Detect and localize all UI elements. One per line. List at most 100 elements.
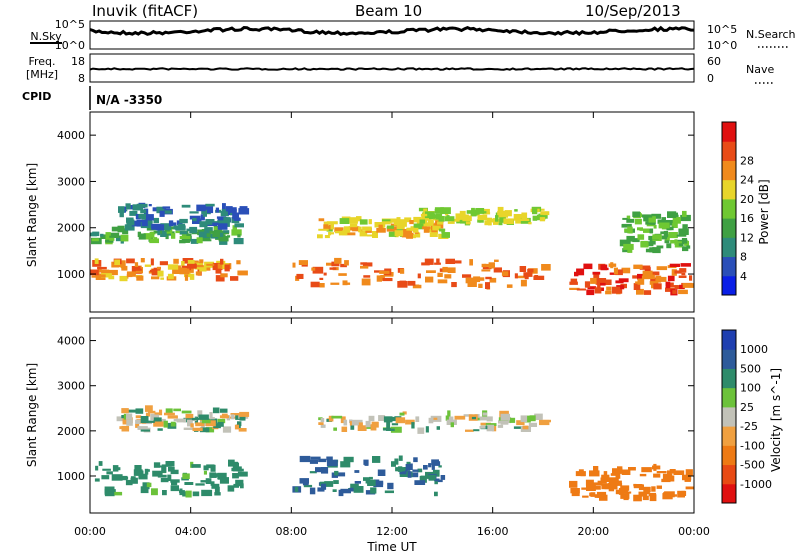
range-time-cell [175,230,180,234]
range-time-cell [303,484,313,488]
range-time-cell [107,269,118,276]
noise-panel-frame [89,20,695,50]
range-time-cell [137,426,148,430]
range-time-cell [626,215,631,222]
range-time-cell [170,485,179,492]
range-time-cell [122,228,129,235]
colorbar-tick-label: 20 [740,193,754,206]
range-time-cell [119,426,129,430]
range-time-cell [684,478,691,482]
power-colorbar-label: Power [dB] [757,179,771,244]
range-time-cell [534,413,543,420]
range-time-cell [162,490,167,496]
range-time-cell [644,290,652,295]
range-time-cell [420,213,428,217]
range-time-cell [318,228,329,231]
colorbar-frame [721,121,737,296]
range-time-cell [339,218,350,224]
range-time-cell [431,461,441,466]
range-time-cell [424,211,435,219]
power-ylabel: Slant Range [km] [25,163,39,267]
range-time-cell [426,270,436,273]
range-time-cell [595,485,601,490]
range-time-cell [176,418,187,423]
range-time-cell [648,216,656,223]
range-time-cell [222,203,226,210]
range-time-cell [98,267,102,273]
range-time-cell [119,476,129,480]
range-time-cell [152,207,159,212]
velocity-colorbar-label: Velocity [m s^-1] [769,368,783,472]
range-time-cell [369,476,373,480]
range-time-cell [671,223,678,228]
freq-label: Freq. [28,55,55,68]
range-time-cell [420,475,431,479]
range-time-cell [423,229,430,233]
range-time-cell [643,486,651,493]
range-time-cell [569,480,578,488]
range-time-cell [592,271,601,275]
colorbar-tick-label: 100 [740,382,761,395]
range-time-cell [196,237,203,244]
range-time-cell [217,418,226,424]
range-time-cell [650,277,659,284]
range-time-cell [605,279,612,285]
range-time-cell [571,492,580,497]
range-time-cell [134,465,142,471]
range-time-cell [108,489,116,494]
range-time-cell [170,469,179,475]
range-time-cell [388,231,397,237]
range-time-cell [493,267,502,273]
range-time-cell [619,239,631,247]
range-time-cell [179,218,188,224]
range-time-cell [465,429,474,432]
range-time-cell [593,466,599,471]
range-time-cell [621,469,631,475]
range-time-cell [126,274,133,278]
range-time-cell [500,413,510,421]
range-time-cell [330,282,340,285]
range-time-cell [641,487,647,490]
range-time-cell [447,221,455,224]
range-time-cell [455,213,461,221]
range-time-cell [490,218,497,222]
range-time-cell [676,234,687,237]
range-time-cell [372,231,378,238]
power-colorbar: 4 8 12 16 20 24 28 [721,121,754,296]
range-time-cell [608,478,619,485]
range-time-cell [98,461,103,466]
range-time-cell [370,487,377,494]
range-time-cell [203,465,209,471]
range-time-cell [340,263,347,268]
range-time-cell [239,411,250,417]
range-time-cell [227,485,235,492]
range-time-cell [434,481,438,485]
range-time-cell [576,288,586,291]
time-x-axis: 00:00 04:00 08:00 12:00 16:00 20:00 00:00 [74,112,710,538]
range-time-cell [197,410,203,417]
range-time-cell [148,270,153,274]
range-time-cell [159,261,168,266]
range-time-cell [515,215,525,219]
range-time-cell [391,423,399,426]
range-time-cell [523,272,533,277]
range-time-cell [212,231,221,237]
range-time-cell [633,264,643,269]
range-time-cell [154,412,162,415]
noise-tick-high-right: 10^5 [707,23,737,36]
y-tick-label: 4000 [57,335,85,348]
range-time-cell [170,479,180,483]
range-time-cell [499,212,503,216]
range-time-cell [618,278,629,283]
range-time-cell [668,232,678,239]
range-time-cell [642,214,653,218]
colorbar-tick-label: 24 [740,174,754,187]
xlabel: Time UT [366,540,417,554]
range-time-cell [615,489,623,495]
range-time-cell [145,469,150,472]
range-time-cell [633,484,643,489]
range-time-cell [349,217,358,224]
range-time-cell [476,211,487,214]
range-time-cell [475,277,485,281]
y-tick-label: 4000 [57,129,85,142]
